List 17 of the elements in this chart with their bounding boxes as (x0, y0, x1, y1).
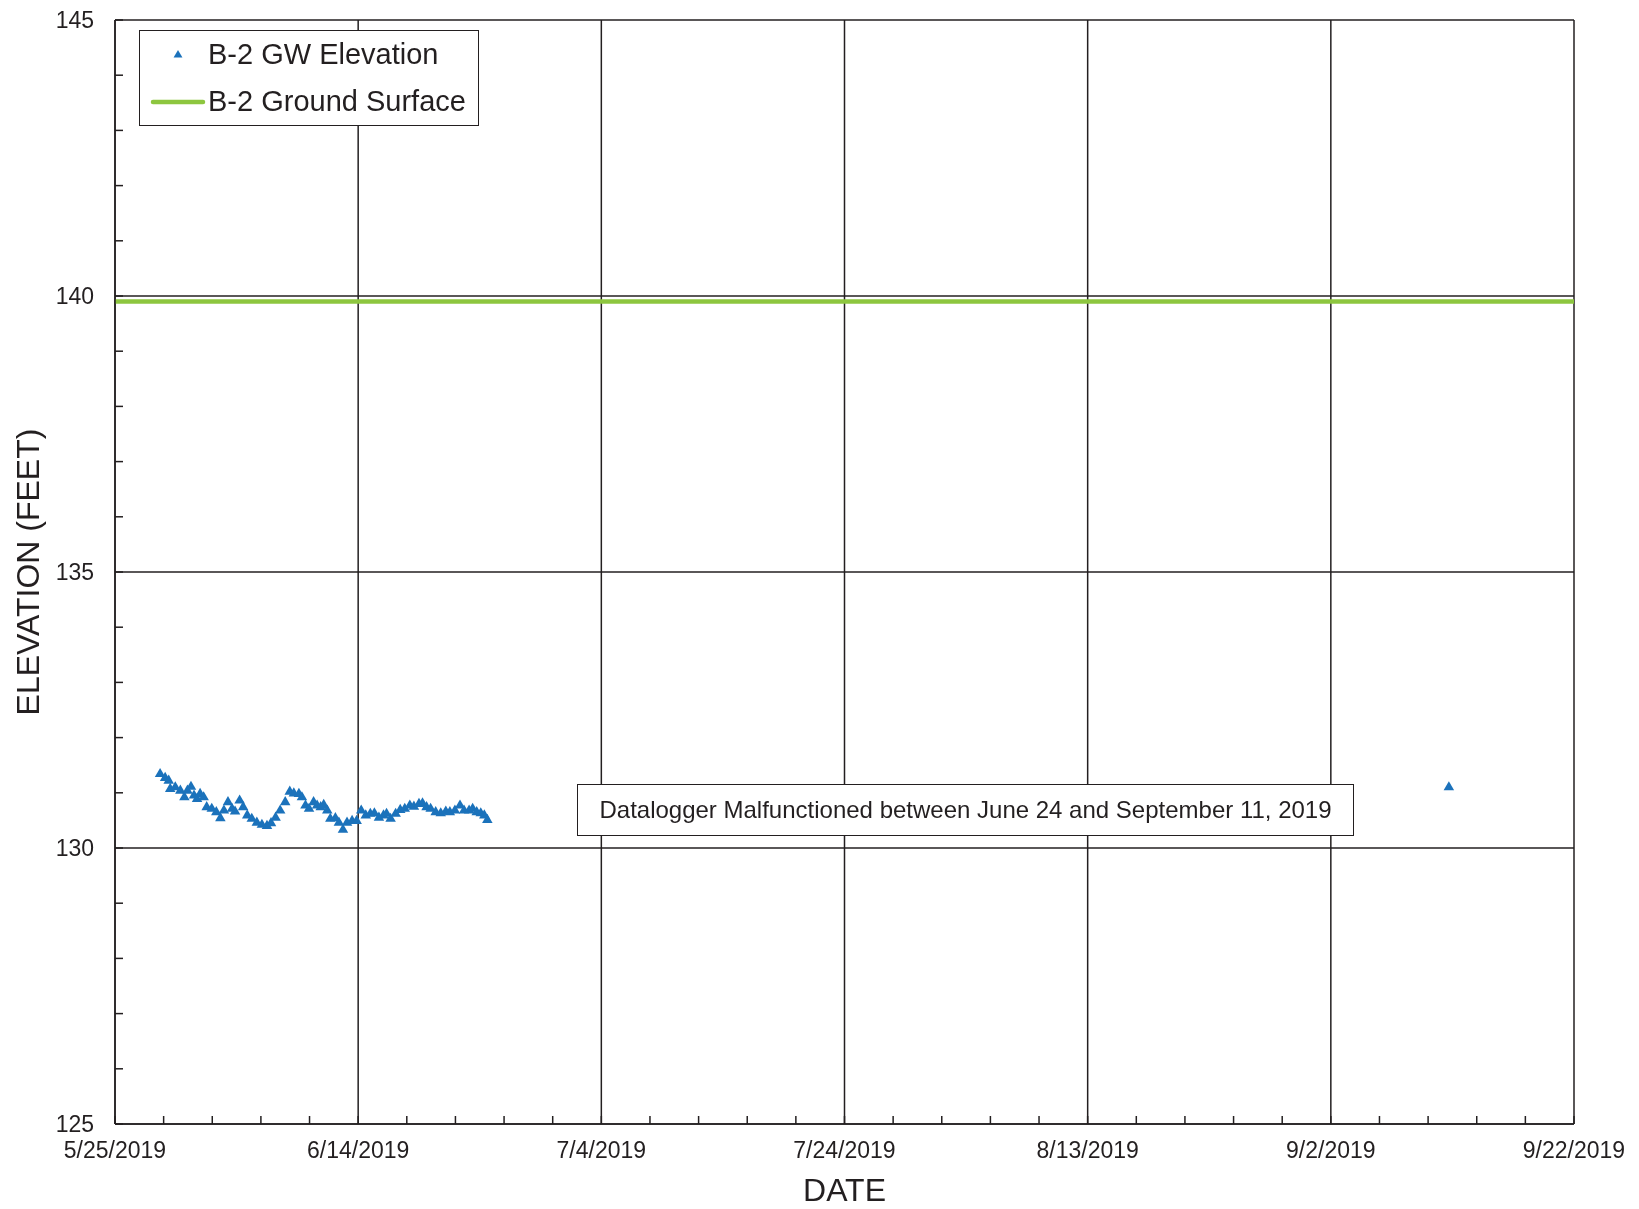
y-tick-label: 130 (55, 835, 94, 862)
x-tick-label: 9/2/2019 (1286, 1137, 1376, 1164)
legend-label: B-2 GW Elevation (208, 38, 439, 71)
x-tick-label: 6/14/2019 (307, 1137, 410, 1164)
annotation: Datalogger Malfunctioned between June 24 and September 11, 2019 (599, 796, 1332, 824)
y-tick-label: 135 (55, 559, 94, 586)
x-tick-label: 5/25/2019 (63, 1137, 167, 1164)
x-tick-label: 9/22/2019 (1522, 1137, 1626, 1164)
x-axis-title: DATE (803, 1172, 886, 1208)
y-tick-label: 125 (55, 1111, 94, 1138)
legend-label: B-2 Ground Surface (208, 85, 466, 118)
y-tick-label: 145 (55, 7, 94, 34)
x-tick-label: 7/24/2019 (793, 1137, 896, 1164)
x-tick-label: 7/4/2019 (556, 1137, 647, 1164)
y-axis-title: ELEVATION (FEET) (10, 428, 47, 716)
x-tick-label: 8/13/2019 (1036, 1137, 1139, 1164)
y-tick-label: 140 (55, 283, 94, 310)
